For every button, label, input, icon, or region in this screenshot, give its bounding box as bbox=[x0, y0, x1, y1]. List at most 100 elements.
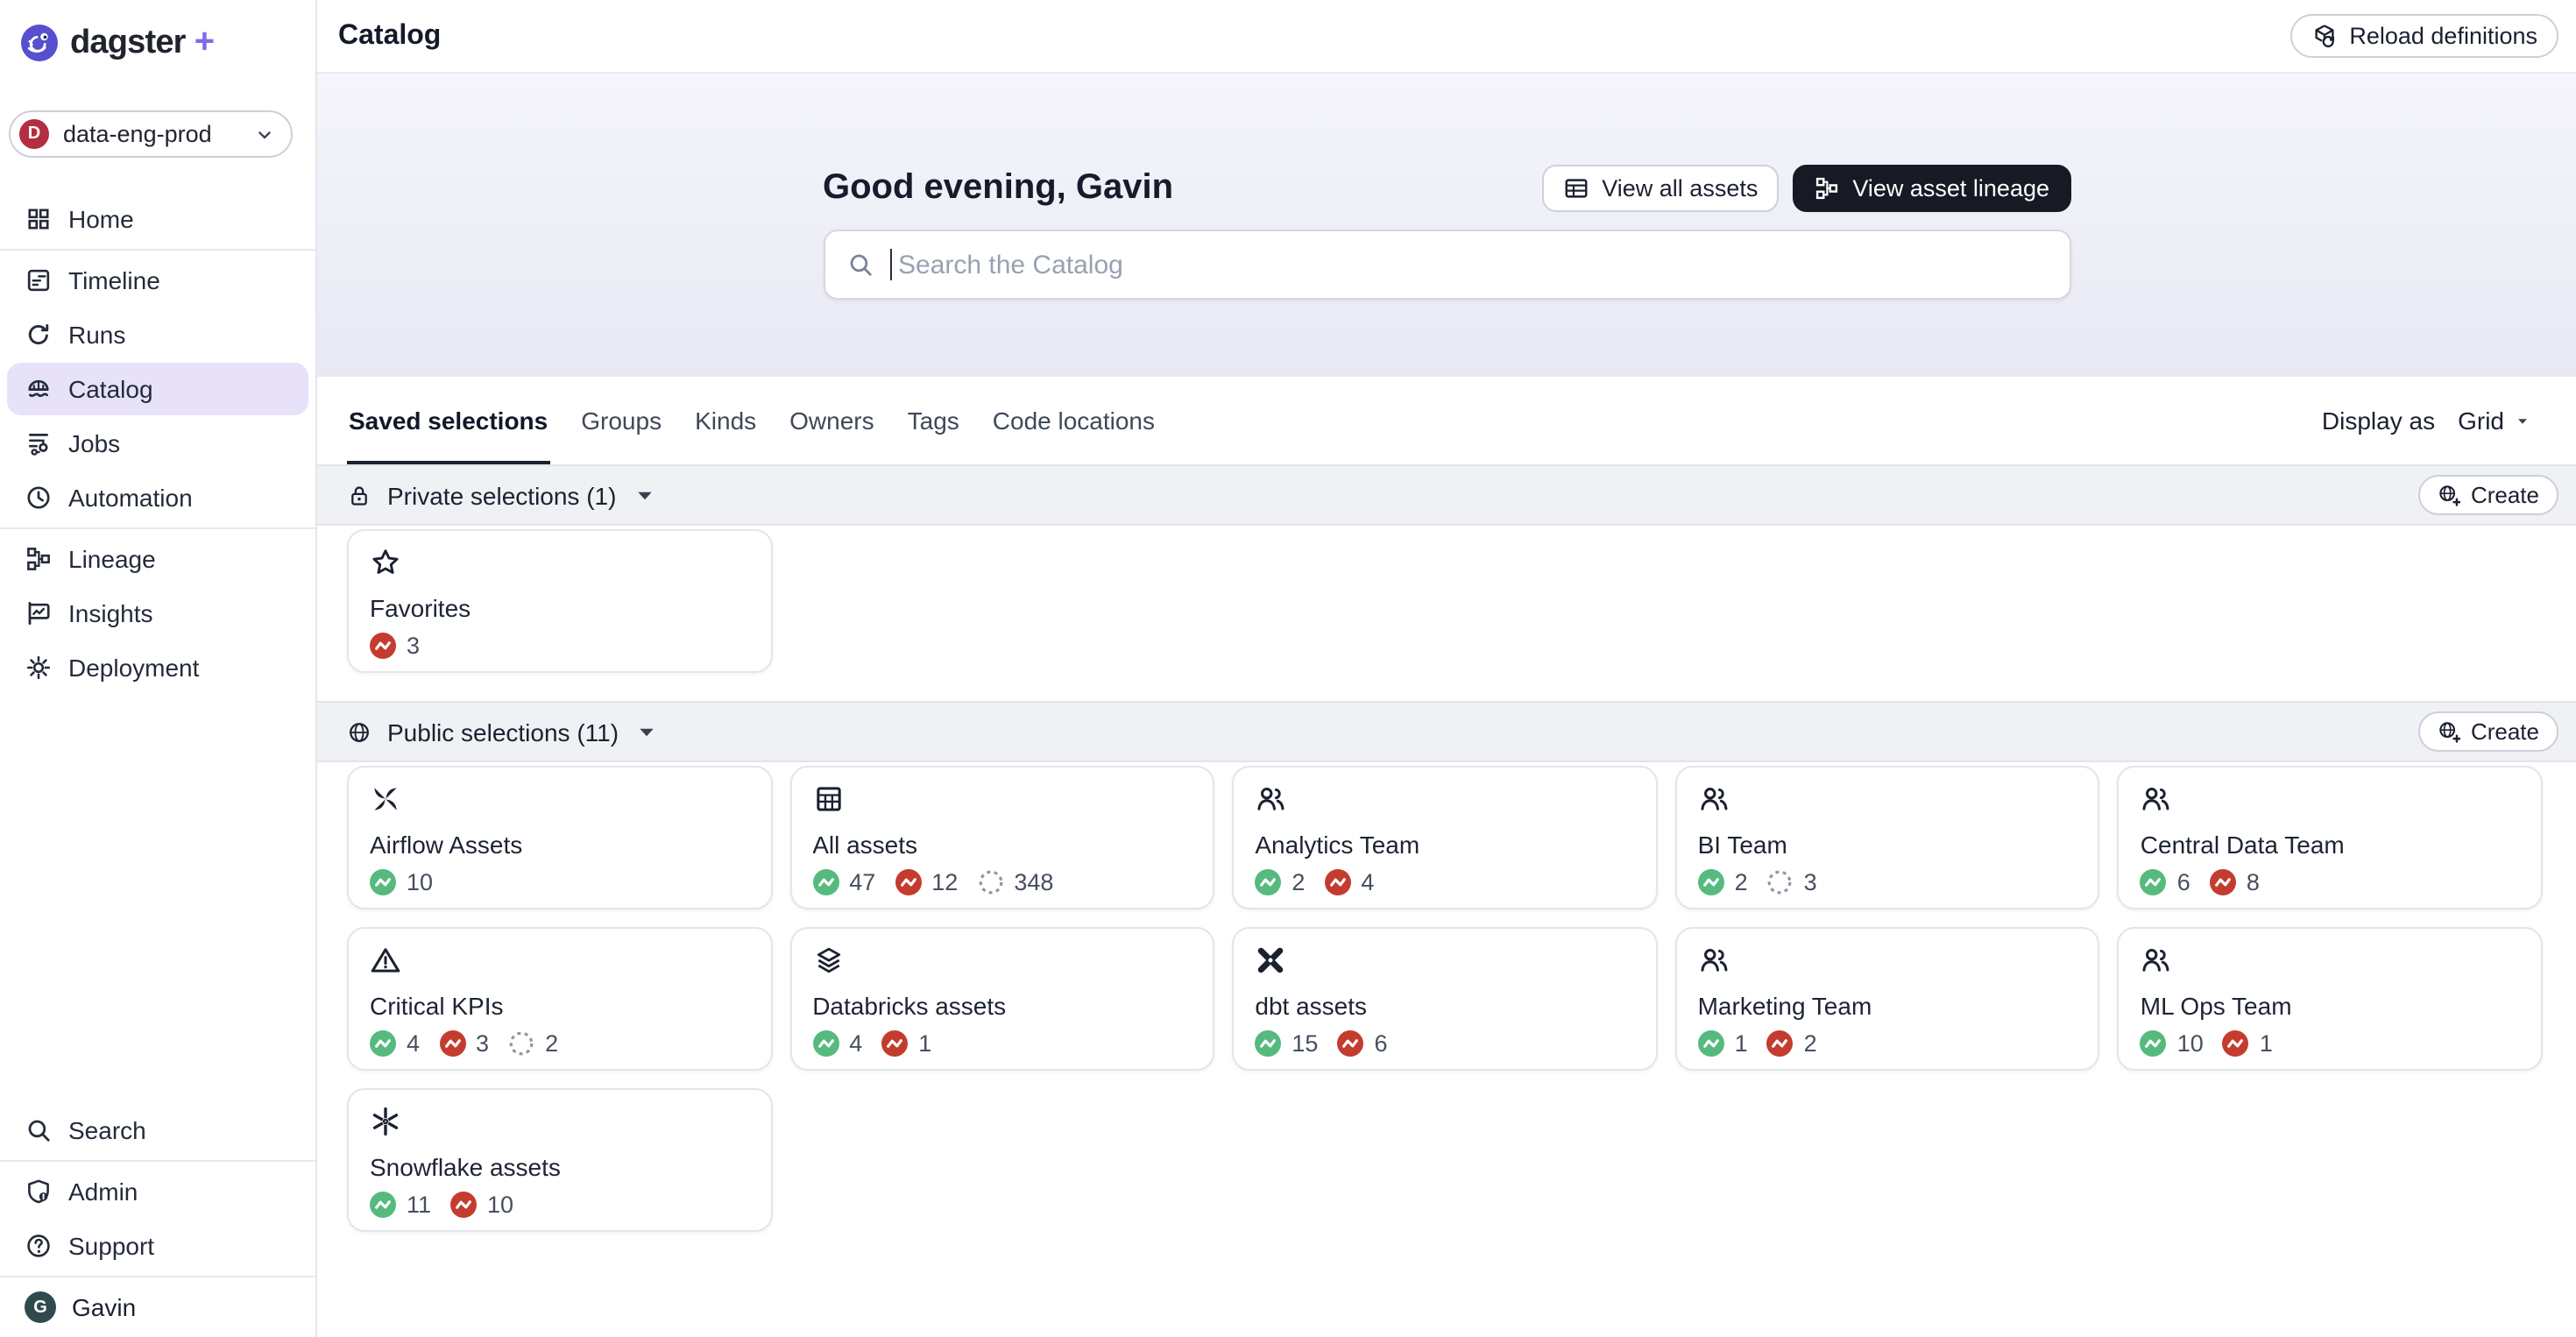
display-as-select[interactable]: Grid bbox=[2458, 407, 2530, 435]
sidebar-item-home[interactable]: Home bbox=[7, 193, 308, 245]
tab-tags[interactable]: Tags bbox=[907, 407, 959, 435]
sidebar-item-runs[interactable]: Runs bbox=[7, 308, 308, 361]
sidebar-nav: Home Timeline Runs Catalog Jobs Automation Lin… bbox=[0, 191, 315, 696]
status-count: 8 bbox=[2246, 869, 2260, 895]
tab-code-locations[interactable]: Code locations bbox=[992, 407, 1156, 435]
home-icon bbox=[25, 205, 53, 233]
status-failed: 10 bbox=[450, 1192, 513, 1218]
user-menu[interactable]: G Gavin bbox=[7, 1281, 308, 1333]
selection-card-marketing-team[interactable]: Marketing Team 1 2 bbox=[1674, 927, 2100, 1071]
selection-card-statuses: 47 12 348 bbox=[812, 869, 1192, 895]
create-selection-button[interactable]: Create bbox=[2417, 711, 2558, 752]
admin-icon bbox=[25, 1178, 53, 1206]
section-toggle-public[interactable]: Public selections (11) bbox=[347, 718, 659, 746]
insights-icon bbox=[25, 599, 53, 627]
status-count: 11 bbox=[407, 1192, 432, 1218]
view-asset-lineage-button[interactable]: View asset lineage bbox=[1793, 165, 2070, 212]
materialization-failed-icon bbox=[1324, 869, 1350, 895]
lock-icon bbox=[347, 483, 372, 507]
view-all-assets-button[interactable]: View all assets bbox=[1542, 165, 1780, 212]
tab-saved-selections[interactable]: Saved selections bbox=[347, 377, 549, 464]
view-asset-lineage-label: View asset lineage bbox=[1852, 175, 2049, 202]
sidebar-item-label: Automation bbox=[68, 484, 193, 512]
create-label: Create bbox=[2470, 482, 2539, 508]
automation-icon bbox=[25, 484, 53, 512]
selection-card-critical-kpis[interactable]: Critical KPIs 4 3 2 bbox=[347, 927, 773, 1071]
status-failed: 8 bbox=[2210, 869, 2260, 895]
tab-owners[interactable]: Owners bbox=[789, 407, 874, 435]
section-title: Private selections (1) bbox=[387, 481, 617, 509]
sidebar-bottom: Search Admin Support G Gavin bbox=[0, 1102, 315, 1337]
materialization-success-icon bbox=[370, 1030, 396, 1057]
reload-definitions-button[interactable]: Reload definitions bbox=[2289, 14, 2558, 58]
status-count: 3 bbox=[1803, 869, 1817, 895]
catalog-search-input[interactable] bbox=[895, 248, 2048, 281]
status-success: 10 bbox=[2141, 1030, 2204, 1057]
selection-card-statuses: 4 3 2 bbox=[370, 1030, 749, 1057]
sidebar-item-search[interactable]: Search bbox=[7, 1104, 308, 1157]
never-materialized-icon bbox=[508, 1030, 534, 1057]
star-icon bbox=[370, 547, 401, 578]
selection-card-central-data-team[interactable]: Central Data Team 6 8 bbox=[2117, 766, 2543, 909]
status-success: 47 bbox=[812, 869, 875, 895]
selection-card-bi-team[interactable]: BI Team 2 3 bbox=[1674, 766, 2100, 909]
caret-down-icon bbox=[2515, 413, 2530, 428]
selection-grid-private: Favorites 3 bbox=[317, 526, 2576, 701]
selection-card-all-assets[interactable]: All assets 47 12 348 bbox=[789, 766, 1215, 909]
team-icon bbox=[2141, 944, 2172, 976]
sidebar-item-deployment[interactable]: Deployment bbox=[7, 641, 308, 694]
materialization-success-icon bbox=[812, 1030, 839, 1057]
selection-card-title: Snowflake assets bbox=[370, 1153, 561, 1181]
selection-card-favorites[interactable]: Favorites 3 bbox=[347, 529, 773, 673]
sidebar-item-jobs[interactable]: Jobs bbox=[7, 417, 308, 470]
sidebar-item-insights[interactable]: Insights bbox=[7, 587, 308, 640]
sidebar-item-automation[interactable]: Automation bbox=[7, 471, 308, 524]
create-selection-button[interactable]: Create bbox=[2417, 475, 2558, 515]
sidebar-item-admin[interactable]: Admin bbox=[7, 1165, 308, 1218]
materialization-failed-icon bbox=[439, 1030, 465, 1057]
tab-kinds[interactable]: Kinds bbox=[695, 407, 757, 435]
status-count: 1 bbox=[1734, 1030, 1748, 1057]
team-icon bbox=[2141, 783, 2172, 815]
status-count: 6 bbox=[2176, 869, 2190, 895]
deployment-switcher[interactable]: D data-eng-prod bbox=[9, 110, 293, 158]
status-success: 2 bbox=[1698, 869, 1748, 895]
selection-card-snowflake-assets[interactable]: Snowflake assets 11 10 bbox=[347, 1088, 773, 1232]
materialization-success-icon bbox=[812, 869, 839, 895]
tab-groups[interactable]: Groups bbox=[581, 407, 662, 435]
user-name: Gavin bbox=[72, 1293, 137, 1321]
runs-icon bbox=[25, 321, 53, 349]
status-failed: 12 bbox=[895, 869, 958, 895]
never-materialized-icon bbox=[1767, 869, 1794, 895]
status-failed: 3 bbox=[370, 633, 420, 659]
deployment-avatar: D bbox=[19, 119, 49, 149]
section-header-private: Private selections (1) Create bbox=[317, 464, 2576, 526]
selection-card-title: Analytics Team bbox=[1255, 831, 1420, 859]
deployment-icon bbox=[25, 654, 53, 682]
text-cursor bbox=[889, 249, 891, 280]
materialization-failed-icon bbox=[2210, 869, 2236, 895]
chevron-down-icon bbox=[254, 124, 275, 145]
section-toggle-private[interactable]: Private selections (1) bbox=[347, 481, 656, 509]
selection-card-statuses: 3 bbox=[370, 633, 749, 659]
sidebar-item-timeline[interactable]: Timeline bbox=[7, 254, 308, 307]
selection-card-statuses: 10 1 bbox=[2141, 1030, 2520, 1057]
sidebar-item-support[interactable]: Support bbox=[7, 1220, 308, 1272]
selection-card-title: Central Data Team bbox=[2140, 831, 2345, 859]
selection-card-ml-ops-team[interactable]: ML Ops Team 10 1 bbox=[2117, 927, 2543, 1071]
materialization-success-icon bbox=[1698, 1030, 1724, 1057]
sidebar-spacer bbox=[0, 696, 315, 1102]
dagster-logo[interactable]: dagster + bbox=[0, 0, 315, 63]
selection-card-databricks-assets[interactable]: Databricks assets 4 1 bbox=[789, 927, 1215, 1071]
selection-card-title: Airflow Assets bbox=[370, 831, 523, 859]
sidebar-item-lineage[interactable]: Lineage bbox=[7, 533, 308, 585]
materialization-success-icon bbox=[1255, 869, 1281, 895]
selection-card-analytics-team[interactable]: Analytics Team 2 4 bbox=[1232, 766, 1658, 909]
materialization-failed-icon bbox=[881, 1030, 908, 1057]
selection-card-dbt-assets[interactable]: dbt assets 15 6 bbox=[1232, 927, 1658, 1071]
team-icon bbox=[1698, 944, 1730, 976]
brand-plus: + bbox=[194, 23, 216, 61]
sidebar-item-catalog[interactable]: Catalog bbox=[7, 363, 308, 415]
status-count: 4 bbox=[1361, 869, 1375, 895]
selection-card-airflow-assets[interactable]: Airflow Assets 10 bbox=[347, 766, 773, 909]
